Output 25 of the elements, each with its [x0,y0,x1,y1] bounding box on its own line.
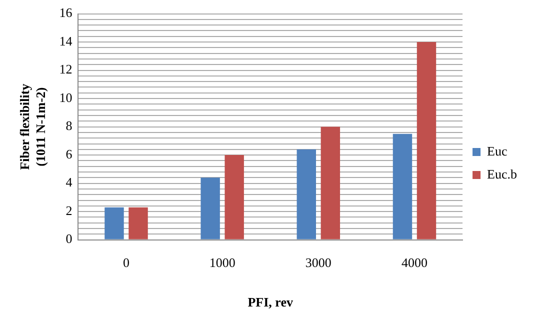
bar [104,207,124,240]
bar [128,207,148,240]
x-tick-label: 3000 [305,255,332,270]
y-tick-label: 0 [66,231,72,246]
y-tick-label: 2 [66,202,72,218]
y-tick-label: 10 [59,90,72,105]
y-axis-title: Fiber flexibility (1011 N-1m-2) [17,83,48,170]
x-tick-label: 4000 [401,255,428,270]
bar [224,155,244,240]
y-tick-label: 14 [59,33,73,48]
bar [296,149,316,240]
y-tick-label: 8 [66,118,72,134]
legend-label: Euc [487,143,508,158]
x-axis-title: PFI, rev [248,294,294,310]
bar [416,42,436,240]
x-tick-label: 0 [122,255,130,270]
legend-label: Euc.b [487,166,518,182]
x-tick-label: 1000 [209,255,236,270]
y-tick-label: 4 [66,174,73,190]
bar [392,134,412,240]
y-tick-label: 16 [59,5,73,20]
y-tick-label: 6 [66,146,73,162]
bar [320,126,340,240]
bar [200,178,220,240]
y-tick-label: 12 [59,62,72,77]
